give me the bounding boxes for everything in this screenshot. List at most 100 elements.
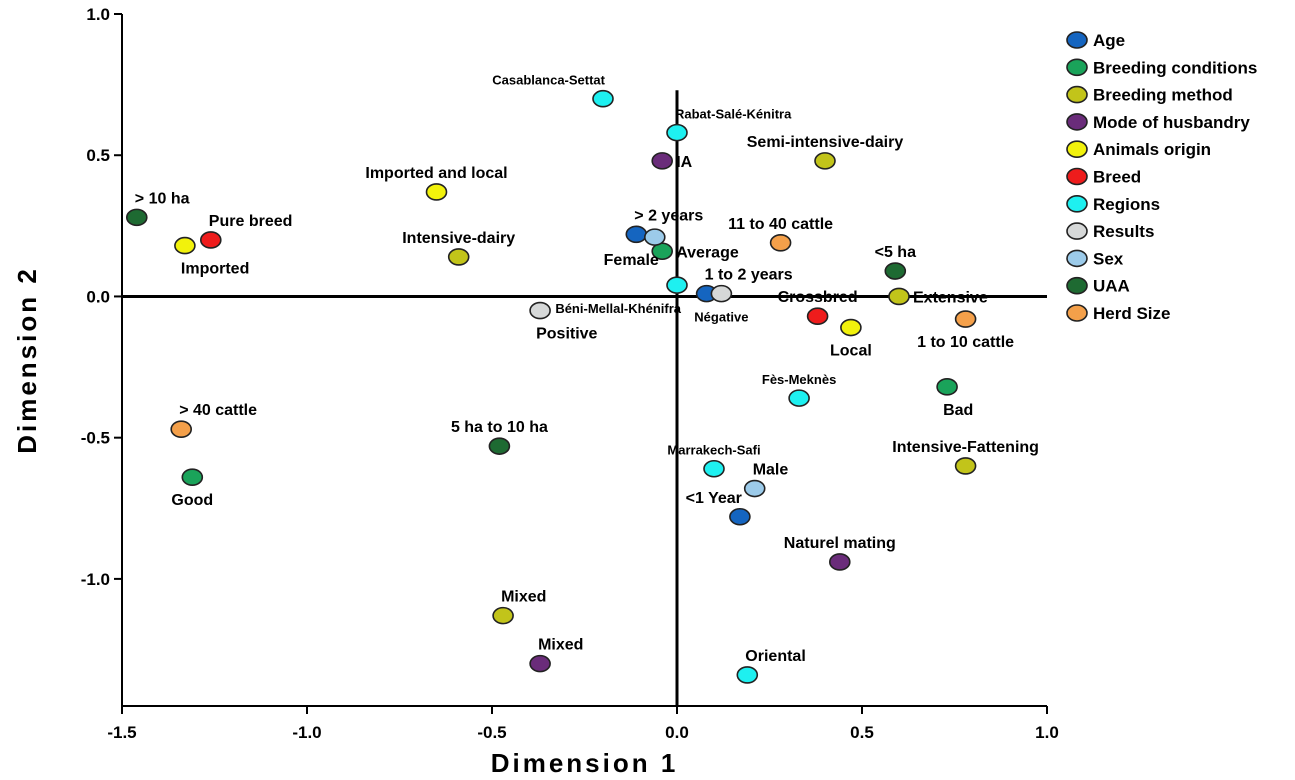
legend-marker (1066, 304, 1088, 322)
legend-label: UAA (1093, 277, 1130, 296)
data-point-label: 5 ha to 10 ha (451, 419, 548, 436)
data-point (181, 468, 204, 487)
legend-label: Mode of husbandry (1093, 113, 1250, 132)
data-point-label: Béni-Mellal-Khénifra (555, 301, 681, 316)
data-point-label: Local (830, 343, 872, 360)
data-point-label: <1 Year (686, 490, 742, 507)
y-tick-label: -0.5 (81, 429, 110, 448)
data-point-label: Positive (536, 326, 597, 343)
data-point-label: Average (676, 244, 739, 261)
data-point (447, 248, 470, 266)
x-tick-label: -0.5 (477, 723, 506, 742)
data-point (769, 233, 792, 252)
data-point-label: Négative (694, 310, 748, 325)
legend-marker (1066, 195, 1088, 213)
legend-label: Regions (1093, 195, 1160, 214)
data-point (643, 228, 666, 246)
legend-label: Sex (1093, 249, 1124, 268)
data-point-label: Imported and local (365, 165, 507, 182)
data-point (126, 208, 148, 227)
data-point (884, 262, 907, 280)
legend-marker (1066, 113, 1088, 131)
data-point-label: Oriental (745, 648, 805, 665)
data-point-label: > 40 cattle (179, 402, 257, 419)
data-point (425, 183, 448, 201)
data-point (174, 236, 196, 255)
data-point-label: Extensive (913, 289, 988, 306)
data-points (126, 89, 977, 684)
data-point (651, 152, 674, 170)
reference-lines (122, 90, 1047, 706)
legend-marker (1066, 140, 1088, 158)
x-tick-label: -1.5 (107, 723, 136, 742)
data-point-label: > 2 years (634, 207, 703, 224)
x-tick-label: -1.0 (292, 723, 321, 742)
legend-label: Results (1093, 222, 1154, 241)
data-point-label: 1 to 10 cattle (917, 334, 1014, 351)
data-point (492, 606, 514, 625)
legend-label: Breeding method (1093, 86, 1233, 105)
data-point (625, 225, 648, 244)
data-point (888, 287, 910, 306)
data-point-label: Imported (181, 261, 249, 278)
y-tick-label: 1.0 (86, 5, 110, 24)
y-axis-title: Dimension 2 (12, 266, 42, 454)
data-point (170, 420, 192, 439)
x-tick-label: 1.0 (1035, 723, 1059, 742)
legend-marker (1066, 167, 1088, 186)
data-point-label: IA (676, 154, 692, 171)
data-point (200, 231, 222, 249)
legend-marker (1066, 249, 1088, 268)
data-point (806, 307, 829, 326)
legend-marker (1066, 85, 1088, 104)
y-tick-label: 0.0 (86, 287, 110, 306)
data-point (529, 654, 551, 673)
data-point (788, 389, 810, 407)
data-point-label: Crossbred (778, 289, 858, 306)
data-point-label: Semi-intensive-dairy (747, 134, 904, 151)
y-tick-label: -1.0 (81, 570, 110, 589)
legend-label: Breed (1093, 168, 1141, 187)
data-point-label: <5 ha (875, 244, 916, 261)
data-point (729, 507, 751, 526)
data-point-label: 1 to 2 years (705, 267, 793, 284)
data-point-label: Female (604, 252, 659, 269)
data-point (814, 152, 836, 170)
data-point (710, 284, 733, 303)
data-point (840, 318, 862, 337)
axes: -1.0 -0.5 0.0 0.5 1.0 -1.5 -1.0 -0.5 0.0 0.5 1.0 (81, 5, 1059, 742)
data-point (743, 479, 766, 498)
legend-label: Animals origin (1093, 140, 1211, 159)
legend: Age Breeding conditions Breeding method Mod… (1066, 31, 1257, 323)
legend-marker (1066, 276, 1088, 295)
data-point (828, 553, 851, 571)
legend-marker (1066, 58, 1088, 77)
data-point-label: Intensive-Fattening (892, 439, 1039, 456)
legend-label: Age (1093, 31, 1125, 50)
data-point (936, 378, 958, 396)
data-point-label: > 10 ha (135, 190, 190, 207)
point-labels: > 2 years 1 to 2 years <1 Year Average Bad Go… (135, 73, 1039, 665)
data-point-label: Rabat-Salé-Kénitra (675, 107, 792, 122)
data-point-label: Male (753, 462, 789, 479)
data-point-label: Pure breed (209, 213, 293, 230)
data-point-label: Naturel mating (784, 535, 896, 552)
x-tick-label: 0.5 (850, 723, 874, 742)
data-point-label: Bad (943, 402, 973, 419)
data-point (703, 459, 725, 478)
data-point-label: Good (171, 492, 213, 509)
data-point (666, 276, 688, 294)
legend-label: Breeding conditions (1093, 58, 1257, 77)
data-point-label: Casablanca-Settat (492, 73, 605, 88)
data-point (954, 457, 977, 475)
legend-label: Herd Size (1093, 304, 1170, 323)
data-point-label: Intensive-dairy (402, 230, 515, 247)
data-point (592, 89, 614, 108)
x-tick-label: 0.0 (665, 723, 689, 742)
data-point-label: Marrakech-Safi (667, 443, 760, 458)
data-point (488, 437, 511, 455)
data-point (736, 666, 759, 684)
data-point-label: 11 to 40 cattle (728, 216, 833, 233)
x-axis-title: Dimension 1 (491, 748, 679, 778)
